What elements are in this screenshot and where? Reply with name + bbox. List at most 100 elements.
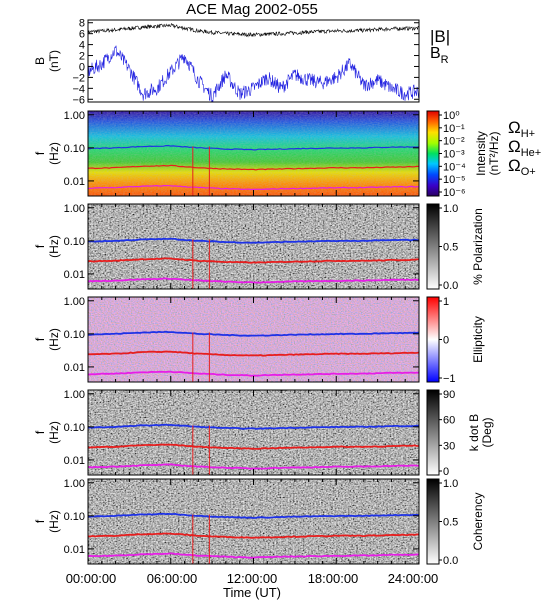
spectral-panel-ellipticity: 1.00 0.10 0.01 f (Hz) 1 0 −1 Ellipticity [33, 296, 485, 385]
spectral-panel-polarization: 1.00 0.10 0.01 f (Hz) 1.0 0.5 0.0 % Polarization [33, 203, 485, 292]
h-plus-gyro-line [87, 423, 419, 430]
colorbar-label-units: (nT²/Hz) [487, 132, 501, 176]
freq-tick-label: 0.10 [64, 511, 85, 523]
b-y-tick-label: 2 [79, 51, 85, 63]
time-axis-label: Time (UT) [223, 585, 281, 600]
colorbar-label: Intensity [474, 131, 488, 176]
legend-o-plus: ΩO+ [508, 156, 536, 178]
legend-b-radial-sub: R [441, 54, 449, 66]
colorbar-tick-label: 10⁻⁶ [443, 187, 466, 199]
coherency-texture [88, 479, 419, 564]
colorbar-tick-label: 0 [443, 466, 449, 478]
b-y-tick-label: −2 [72, 72, 85, 84]
colorbar-tick-label: 60 [443, 415, 455, 427]
time-axis: 00:00:00 06:00:00 12:00:00 18:00:00 24:0… [66, 571, 439, 600]
freq-ylabel: f [33, 244, 47, 248]
colorbar [426, 296, 440, 383]
freq-tick-label: 0.01 [64, 455, 85, 467]
freq-ylabel: f [33, 519, 47, 523]
freq-ylabel-units: (Hz) [47, 328, 61, 351]
b-y-tick-label: 8 [79, 18, 85, 30]
o-plus-gyro-line [87, 552, 420, 559]
colorbar-label: % Polarization [471, 208, 485, 285]
freq-ylabel-units: (Hz) [47, 235, 61, 258]
b-y-tick-label: −6 [72, 94, 85, 106]
freq-tick-label: 1.00 [64, 478, 85, 490]
legend-o-plus-sub: O+ [521, 166, 536, 178]
legend-b-magnitude: |B| [430, 27, 450, 46]
colorbar-tick-label: 10⁻³ [443, 149, 465, 161]
time-tick-label: 12:00:00 [227, 571, 278, 586]
colorbar-tick-label: 90 [443, 389, 455, 401]
b-y-tick-label: −4 [72, 83, 85, 95]
chart-title: ACE Mag 2002-055 [186, 1, 318, 18]
freq-tick-label: 0.01 [64, 269, 85, 281]
polarization-texture [88, 204, 419, 289]
freq-tick-label: 1.00 [64, 296, 85, 308]
time-tick-label: 06:00:00 [147, 571, 198, 586]
he-plus-gyro-line [87, 532, 420, 539]
freq-tick-label: 0.01 [64, 176, 85, 188]
ellipticity-texture [88, 297, 419, 382]
b-plot-area [88, 23, 419, 102]
colorbar [426, 203, 440, 290]
colorbar-tick-label: −1 [443, 373, 456, 385]
colorbar-tick-label: 0 [443, 335, 449, 347]
legend-he-plus-sub: He+ [521, 147, 542, 159]
h-plus-gyro-line [87, 145, 420, 151]
colorbar-label: Ellipticity [471, 316, 485, 363]
freq-tick-label: 0.10 [64, 236, 85, 248]
freq-ylabel: f [33, 337, 47, 341]
freq-ylabel-units: (Hz) [47, 142, 61, 165]
spectral-panel-kdotb: 1.00 0.10 0.01 f (Hz) 90 60 30 0 k dot B (Deg) [33, 389, 494, 478]
freq-tick-label: 0.10 [64, 329, 85, 341]
colorbar [426, 389, 440, 476]
kdotb-texture [88, 390, 419, 475]
freq-tick-label: 0.01 [64, 544, 85, 556]
time-tick-label: 00:00:00 [66, 571, 117, 586]
freq-tick-label: 0.10 [64, 143, 85, 155]
b-y-tick-label: 0 [79, 61, 85, 73]
he-plus-gyro-line [87, 164, 419, 171]
time-tick-label: 24:00:00 [388, 571, 439, 586]
freq-tick-label: 0.10 [64, 422, 85, 434]
he-plus-gyro-line [88, 443, 420, 450]
freq-tick-label: 1.00 [64, 389, 85, 401]
colorbar-label: k dot B [467, 414, 481, 451]
o-plus-gyro-line [87, 277, 420, 284]
freq-ylabel: f [33, 151, 47, 155]
b-y-tick-label: 6 [79, 29, 85, 41]
spectral-panel-coherency: 1.00 0.10 0.01 f (Hz) 1.0 0.5 0.0 Coherency [33, 478, 485, 567]
o-plus-gyro-line [87, 463, 420, 470]
h-plus-gyro-line [88, 330, 420, 337]
b-ylabel: B [33, 57, 47, 65]
freq-tick-label: 0.01 [64, 362, 85, 374]
colorbar-tick-label: 0.0 [443, 555, 458, 567]
colorbar [426, 478, 440, 565]
colorbar [426, 110, 440, 197]
colorbar-tick-label: 1.0 [443, 478, 458, 490]
h-plus-gyro-line [87, 512, 420, 519]
o-plus-gyro-line [87, 184, 420, 191]
colorbar-tick-label: 0.5 [443, 517, 458, 529]
intensity-texture [88, 111, 419, 196]
h-plus-gyro-line [87, 237, 419, 244]
colorbar-tick-label: 10⁻⁴ [443, 161, 466, 173]
b-magnitude-line [88, 23, 419, 38]
colorbar-tick-label: 10⁻¹ [443, 123, 465, 135]
legend-h-plus-sub: H+ [521, 128, 535, 140]
colorbar-tick-label: 10⁻⁵ [443, 174, 466, 186]
b-y-tick-label: 4 [79, 40, 85, 52]
freq-ylabel-units: (Hz) [47, 421, 61, 444]
freq-ylabel-units: (Hz) [47, 510, 61, 533]
colorbar-label-units: (Deg) [480, 417, 494, 447]
b-ylabel-units: (nT) [47, 50, 61, 72]
colorbar-tick-label: 1 [443, 296, 449, 308]
b-radial-line [88, 45, 419, 102]
time-tick-label: 18:00:00 [308, 571, 359, 586]
colorbar-tick-label: 10⁻² [443, 136, 465, 148]
o-plus-gyro-line [87, 370, 420, 377]
colorbar-tick-label: 30 [443, 440, 455, 452]
colorbar-tick-label: 1.0 [443, 203, 458, 215]
